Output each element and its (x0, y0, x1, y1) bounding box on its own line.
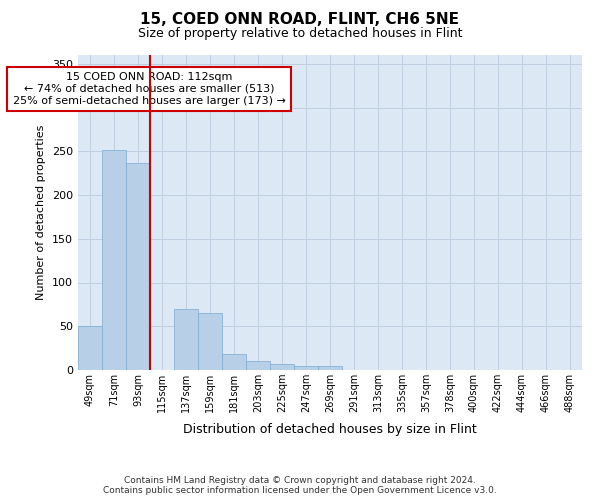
Text: 15, COED ONN ROAD, FLINT, CH6 5NE: 15, COED ONN ROAD, FLINT, CH6 5NE (140, 12, 460, 28)
Text: Size of property relative to detached houses in Flint: Size of property relative to detached ho… (138, 28, 462, 40)
Bar (294, 366, 318, 370)
Bar (318, 366, 342, 370)
X-axis label: Distribution of detached houses by size in Flint: Distribution of detached houses by size … (183, 424, 477, 436)
Bar (102, 150, 126, 370)
Bar (126, 162, 150, 370)
Text: 15 COED ONN ROAD: 112sqm
← 74% of detached houses are smaller (513)
25% of semi-: 15 COED ONN ROAD: 112sqm ← 74% of detach… (13, 72, 286, 106)
Bar (78, 326, 102, 370)
Bar (222, 354, 246, 370)
Y-axis label: Number of detached properties: Number of detached properties (37, 125, 46, 300)
Bar (270, 364, 294, 370)
Bar (174, 308, 198, 370)
Bar (198, 313, 222, 370)
Bar (246, 361, 270, 370)
Text: Contains HM Land Registry data © Crown copyright and database right 2024.
Contai: Contains HM Land Registry data © Crown c… (103, 476, 497, 495)
